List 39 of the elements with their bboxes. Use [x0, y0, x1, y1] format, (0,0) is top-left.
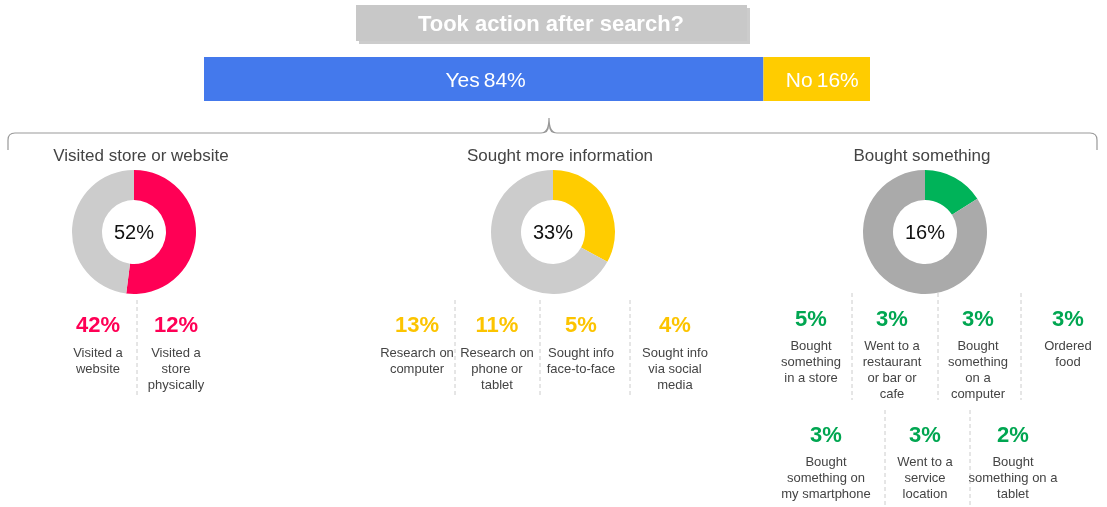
category-label: Research on computer — [380, 345, 454, 376]
data-label: 3% — [962, 306, 994, 331]
data-label: 5% — [565, 312, 597, 337]
category-label: Bought something on a computer — [948, 338, 1008, 401]
category-label: Sought info via social media — [642, 345, 708, 392]
data-label: 12% — [153, 312, 199, 337]
data-label: 2% — [997, 422, 1029, 447]
data-label: 33% — [532, 221, 574, 243]
series-label: No — [785, 68, 813, 91]
data-label: 52% — [113, 221, 155, 243]
data-label: 13% — [394, 312, 440, 337]
category-label: Bought something in a store — [781, 338, 841, 385]
category-label: Bought something on my smartphone — [781, 454, 871, 501]
donut-slice — [491, 170, 608, 294]
data-label: 5% — [795, 306, 827, 331]
data-label: 3% — [876, 306, 908, 331]
data-label: 42% — [75, 312, 121, 337]
data-label: 16% — [904, 221, 946, 243]
category-label: Visited a store physically — [147, 345, 205, 392]
donut-slice — [925, 170, 978, 215]
category-label: Went to a service location — [897, 454, 954, 501]
series-label: Yes — [445, 68, 480, 91]
data-label: 4% — [659, 312, 691, 337]
data-label: 3% — [810, 422, 842, 447]
donut-slice — [863, 170, 987, 294]
category-label: Visited a website — [73, 345, 124, 376]
chart-title: Visited store or website — [53, 146, 229, 165]
data-label: 84% — [483, 68, 526, 91]
chart-title: Sought more information — [466, 146, 654, 165]
data-label: 3% — [1052, 306, 1084, 331]
chart-title: Bought something — [853, 146, 991, 165]
category-label: Bought something on a tablet — [968, 454, 1059, 501]
category-label: Research on phone or tablet — [460, 345, 534, 392]
category-label: Ordered food — [1044, 338, 1092, 369]
category-label: Sought info face-to-face — [546, 345, 616, 376]
category-label: Went to a restaurant or bar or cafe — [862, 338, 922, 401]
data-label: 16% — [816, 68, 859, 91]
data-label: 11% — [475, 312, 519, 337]
data-label: 3% — [909, 422, 941, 447]
